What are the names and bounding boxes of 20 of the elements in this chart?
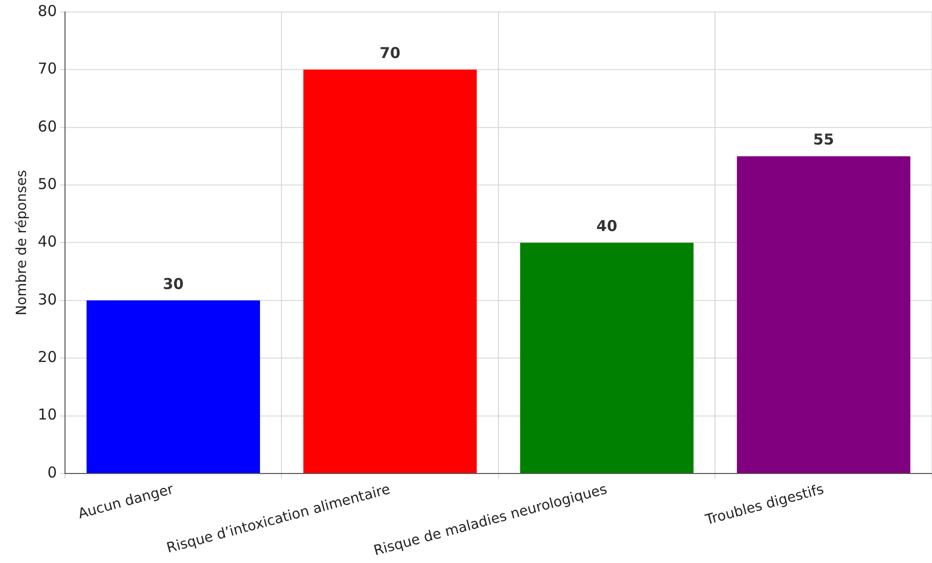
data-label: 70	[380, 44, 400, 62]
y-tick-label: 70	[38, 60, 57, 78]
y-tick-label: 10	[38, 406, 57, 424]
bar	[520, 242, 694, 474]
y-tick-label: 30	[38, 290, 57, 308]
bar	[736, 156, 910, 474]
y-tick-label: 60	[38, 117, 57, 136]
y-tick-label: 50	[38, 174, 57, 193]
bar	[303, 70, 477, 474]
x-tick-label: Aucun danger	[76, 481, 176, 522]
y-tick-label: 40	[38, 232, 57, 251]
data-label: 55	[813, 130, 834, 149]
bar	[86, 300, 260, 474]
y-tick-label: 80	[38, 2, 57, 20]
y-tick-label: 20	[38, 348, 57, 366]
data-label: 30	[162, 274, 184, 293]
x-tick-label: Troubles digestifs	[702, 481, 826, 529]
y-tick-label: 0	[47, 463, 57, 482]
y-axis-title: Nombre de réponses	[14, 170, 30, 316]
data-label: 40	[596, 217, 618, 236]
